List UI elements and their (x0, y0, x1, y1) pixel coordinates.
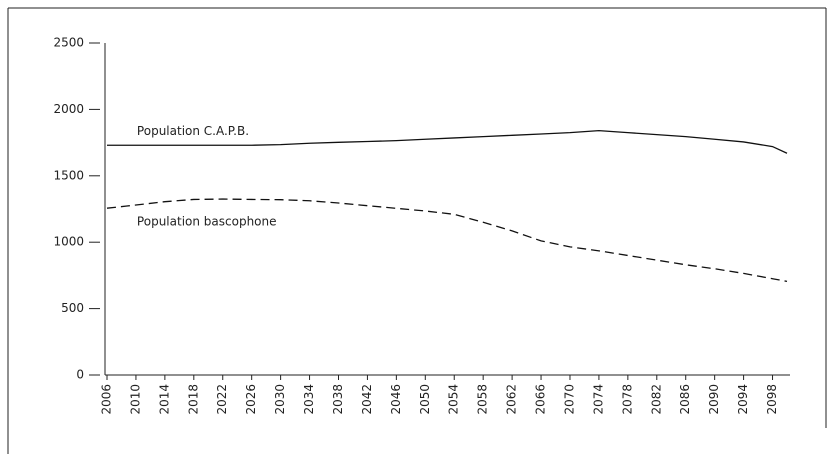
series-label: Population bascophone (137, 215, 277, 229)
x-tick-label: 2006 (100, 384, 114, 415)
x-tick-label: 2082 (649, 384, 663, 415)
x-tick-label: 2058 (476, 384, 490, 415)
x-tick-label: 2070 (562, 384, 576, 415)
series-label: Population C.A.P.B. (137, 124, 249, 138)
x-tick-label: 2094 (736, 384, 750, 415)
x-tick-label: 2098 (765, 384, 779, 415)
x-tick-label: 2018 (186, 384, 200, 415)
x-tick-label: 2074 (591, 384, 605, 415)
series-line (106, 198, 788, 283)
y-tick-label: 1500 (53, 168, 84, 182)
x-tick-label: 2034 (302, 384, 316, 415)
x-tick-label: 2046 (389, 384, 403, 415)
x-tick-label: 2086 (678, 384, 692, 415)
x-tick-label: 2090 (707, 384, 721, 415)
x-tick-label: 2062 (505, 384, 519, 415)
y-tick-label: 2500 (53, 36, 84, 50)
x-tick-label: 2050 (418, 384, 432, 415)
series-line (107, 129, 788, 154)
x-tick-label: 2022 (215, 384, 229, 415)
x-tick-label: 2038 (331, 384, 345, 415)
y-tick-label: 2000 (53, 102, 84, 116)
x-tick-label: 2042 (360, 384, 374, 415)
x-tick-label: 2078 (620, 384, 634, 415)
y-tick-label: 500 (61, 301, 84, 315)
x-tick-label: 2026 (244, 384, 258, 415)
y-tick-label: 0 (76, 368, 84, 382)
x-tick-label: 2066 (534, 384, 548, 415)
x-tick-label: 2030 (273, 384, 287, 415)
x-tick-label: 2014 (157, 384, 171, 415)
x-tick-label: 2054 (447, 384, 461, 415)
x-tick-label: 2010 (128, 384, 142, 415)
y-tick-label: 1000 (53, 235, 84, 249)
